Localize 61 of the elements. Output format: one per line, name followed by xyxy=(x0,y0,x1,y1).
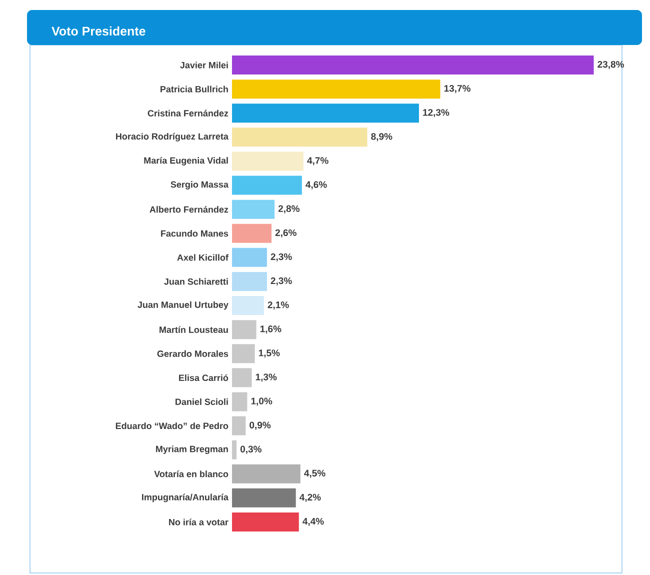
bar xyxy=(232,416,246,436)
y-tick-label: Sergio Massa xyxy=(170,181,229,190)
y-tick-label: Daniel Scioli xyxy=(176,398,228,406)
y-tick-label: Alberto Fernández xyxy=(150,206,228,213)
bar xyxy=(232,104,419,123)
y-tick-label: Myriam Bregman xyxy=(156,446,228,454)
y-tick-label: Impugnaría/Anularía xyxy=(142,494,229,502)
data-label: 23,8% xyxy=(598,60,624,70)
data-label: 1,0% xyxy=(251,398,272,406)
data-label: 13,7% xyxy=(444,85,470,94)
bar xyxy=(232,464,300,484)
bar xyxy=(232,152,304,171)
text: Voto Presidente xyxy=(52,26,146,36)
y-tick-label: Eduardo “Wado” de Pedro xyxy=(116,422,228,430)
data-label: 2,3% xyxy=(270,277,292,286)
bar xyxy=(232,200,275,219)
data-label: 4,2% xyxy=(300,494,321,502)
bar xyxy=(232,176,302,195)
data-label: 0,3% xyxy=(240,446,262,454)
data-label: 2,3% xyxy=(270,253,292,262)
bar xyxy=(232,56,594,75)
bar xyxy=(232,368,252,388)
data-label: 8,9% xyxy=(371,133,392,142)
y-tick-label: No iría a votar xyxy=(169,518,228,526)
data-label: 1,3% xyxy=(256,374,277,382)
bar xyxy=(232,512,299,532)
y-tick-label: Elisa Carrió xyxy=(179,374,228,382)
data-label: 1,5% xyxy=(258,350,280,358)
y-tick-label: Axel Kicillof xyxy=(177,254,228,261)
y-tick-label: Horacio Rodríguez Larreta xyxy=(116,132,229,142)
data-label: 2,6% xyxy=(275,229,296,238)
data-label: 2,1% xyxy=(268,301,289,310)
data-label: 1,6% xyxy=(260,326,282,334)
y-tick-label: Patricia Bullrich xyxy=(160,86,228,92)
bar xyxy=(232,344,255,364)
y-tick-label: Cristina Fernández xyxy=(148,110,228,116)
y-tick-label: Javier Milei xyxy=(180,62,228,68)
bar xyxy=(232,440,237,460)
y-tick-label: Votaría en blanco xyxy=(154,470,228,478)
bar xyxy=(232,272,267,291)
data-label: 4,5% xyxy=(304,470,326,478)
data-label: 4,4% xyxy=(302,518,324,526)
bar xyxy=(232,248,267,267)
y-tick-label: Martín Lousteau xyxy=(160,326,228,333)
y-tick-label: Facundo Manes xyxy=(161,230,228,237)
bar xyxy=(232,80,440,99)
data-label: 4,7% xyxy=(307,157,328,166)
bar xyxy=(232,320,256,340)
bar xyxy=(232,488,296,508)
bar xyxy=(232,392,248,412)
y-tick-label: Juan Schiaretti xyxy=(164,278,228,285)
y-tick-label: María Eugenia Vidal xyxy=(144,156,228,166)
data-label: 0,9% xyxy=(250,422,271,430)
y-tick-label: Juan Manuel Urtubey xyxy=(138,301,228,310)
data-label: 12,3% xyxy=(423,109,450,118)
y-tick-label: Gerardo Morales xyxy=(157,350,228,357)
data-label: 4,6% xyxy=(306,181,327,190)
bar xyxy=(232,224,272,243)
bar xyxy=(232,128,368,147)
bar xyxy=(232,296,264,316)
data-label: 2,8% xyxy=(278,205,300,214)
